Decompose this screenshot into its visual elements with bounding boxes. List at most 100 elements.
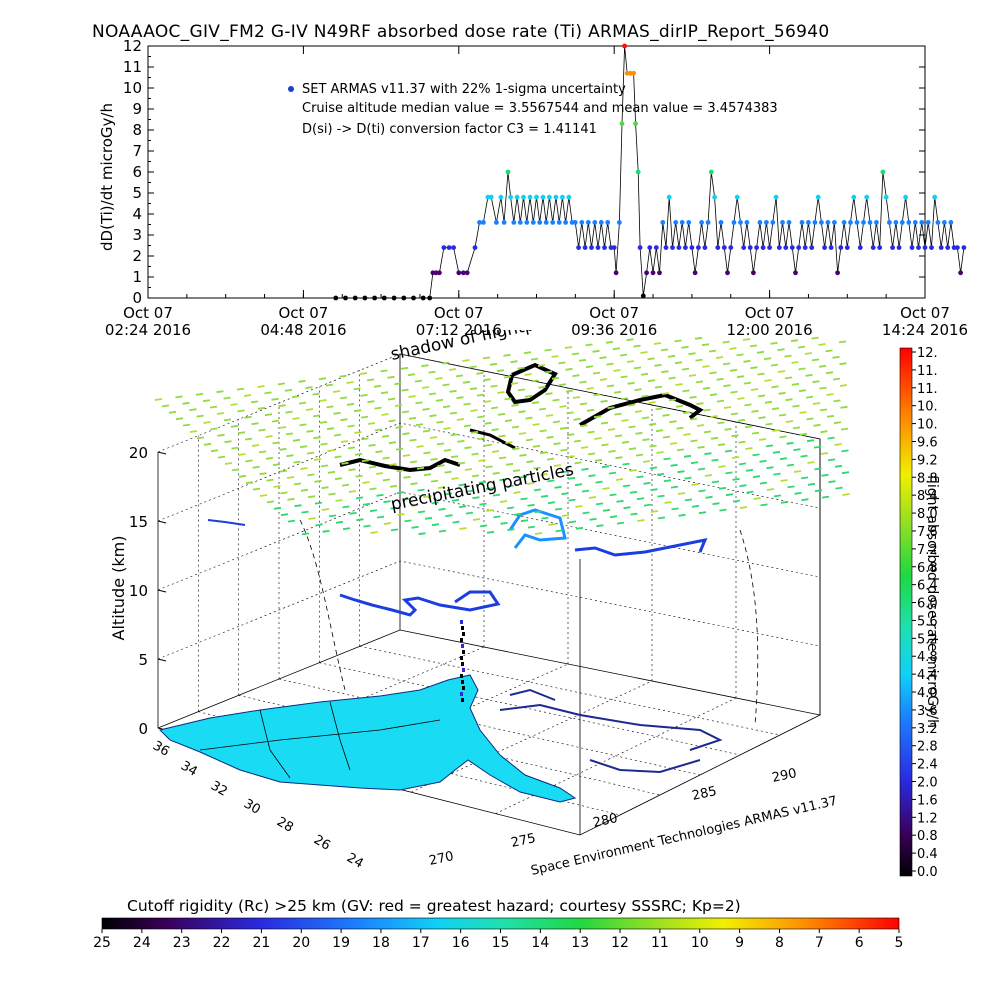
particle-mark: [757, 372, 765, 376]
state-border: [259, 709, 291, 779]
particle-mark: [596, 524, 604, 528]
particle-mark: [800, 454, 808, 458]
altitude-gridline: [157, 353, 821, 453]
particle-mark: [258, 450, 267, 454]
particle-mark: [278, 426, 287, 429]
particle-mark: [479, 524, 488, 528]
descent-marker: [462, 686, 465, 690]
state-border: [329, 701, 351, 771]
data-point: [451, 245, 456, 251]
particle-mark: [561, 514, 570, 517]
particle-mark: [833, 399, 841, 403]
particle-mark: [797, 345, 806, 349]
particle-mark: [280, 513, 289, 517]
particle-mark: [284, 388, 293, 392]
particle-mark: [457, 439, 465, 443]
particle-mark: [601, 443, 609, 447]
particle-mark: [394, 404, 403, 407]
particle-mark: [423, 473, 432, 477]
annotation-line-1: SET ARMAS v11.37 with 22% 1-sigma uncert…: [302, 82, 626, 97]
particle-mark: [486, 530, 495, 534]
particle-mark: [462, 380, 471, 384]
particle-mark: [677, 492, 686, 495]
lat-tick-label: 32: [208, 778, 230, 799]
particle-mark: [168, 410, 177, 414]
particle-mark: [527, 525, 536, 529]
particle-mark: [279, 469, 288, 473]
lat-tick-label: 26: [311, 832, 333, 853]
particle-mark: [724, 449, 733, 453]
particle-mark: [506, 506, 515, 510]
shadow-flightpath: [339, 457, 461, 473]
particle-mark: [566, 411, 574, 415]
dose-tick-label: 0.8: [917, 829, 938, 844]
particle-mark: [757, 394, 766, 398]
particle-mark: [230, 403, 238, 406]
data-point: [617, 220, 622, 225]
particle-mark: [395, 425, 403, 429]
particle-mark: [534, 532, 543, 535]
descent-marker: [462, 668, 465, 672]
particle-mark: [532, 444, 541, 448]
particle-mark: [361, 459, 370, 463]
data-point: [441, 245, 447, 251]
data-point: [391, 295, 397, 301]
rc-tick-label: 8: [775, 935, 784, 951]
data-point: [631, 70, 636, 76]
particle-mark: [175, 395, 183, 399]
particle-mark: [525, 438, 534, 442]
data-point: [666, 194, 672, 200]
dose-tick-label: 7.2: [917, 543, 938, 558]
particle-mark: [724, 427, 732, 431]
data-point: [731, 220, 737, 225]
particle-mark: [493, 515, 501, 519]
particle-mark: [620, 397, 629, 401]
particle-mark: [328, 492, 336, 496]
data-point: [679, 220, 685, 225]
particle-mark: [698, 511, 707, 515]
particle-mark: [414, 379, 423, 383]
y-tick-label: 3: [132, 226, 142, 244]
particle-mark: [422, 407, 430, 411]
particle-mark: [368, 465, 377, 469]
particle-mark: [415, 401, 423, 405]
particle-mark: [791, 361, 799, 364]
data-point: [572, 220, 578, 225]
particle-mark: [286, 476, 295, 479]
particle-mark: [738, 462, 747, 466]
particle-mark: [682, 389, 690, 393]
particle-mark: [492, 471, 500, 475]
particle-mark: [753, 497, 761, 500]
particle-mark: [799, 411, 807, 414]
particle-mark: [641, 394, 649, 398]
data-point: [757, 220, 763, 225]
particle-mark: [363, 524, 371, 528]
particle-mark: [571, 352, 580, 356]
particle-mark: [540, 473, 548, 476]
dose-tick-label: 2.8: [917, 740, 938, 755]
particle-mark: [589, 517, 597, 521]
particle-mark: [561, 492, 569, 496]
data-point: [909, 245, 915, 251]
particle-mark: [346, 402, 355, 406]
particle-mark: [245, 459, 253, 463]
particle-mark: [574, 461, 582, 465]
data-point: [433, 270, 439, 276]
particle-mark: [408, 395, 416, 398]
particle-mark: [786, 441, 794, 445]
particle-mark: [615, 478, 624, 481]
particle-mark: [551, 355, 559, 358]
data-point: [352, 295, 358, 301]
particle-mark: [422, 429, 431, 433]
y-tick-label: 10: [123, 79, 142, 97]
particle-mark: [216, 412, 225, 415]
particle-mark: [305, 408, 314, 411]
particle-mark: [704, 474, 713, 477]
data-point: [715, 245, 721, 251]
floor-gridline: [411, 680, 653, 793]
particle-mark: [301, 532, 310, 536]
particle-mark: [764, 400, 773, 404]
data-point: [692, 270, 698, 276]
data-point: [708, 169, 714, 175]
particle-mark: [182, 401, 190, 405]
